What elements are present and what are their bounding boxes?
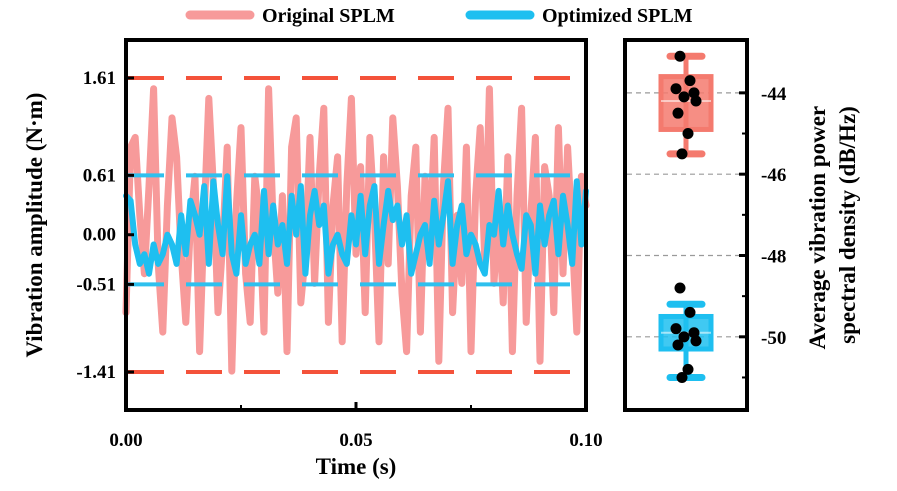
box-plot-boxes (658, 50, 714, 383)
legend-original-label: Original SPLM (262, 5, 395, 27)
time-series-data (122, 85, 590, 375)
y-tick-label: 0.00 (83, 225, 116, 246)
y-tick-label: -1.41 (76, 362, 116, 383)
box-data-point (678, 91, 690, 103)
time-series-panel: 1.61 0.61 0.00 -0.51 -1.41 0.00 0.05 0.10 Time … (22, 38, 603, 479)
x-tick-label: 0.00 (109, 430, 142, 451)
box-plot-ticks: -44 -46 -48 -50 (739, 84, 787, 379)
x-tick-label: 0.10 (569, 430, 602, 451)
x-axis-title: Time (s) (316, 454, 397, 479)
box-data-point (682, 128, 694, 140)
box-data-point (682, 363, 694, 375)
box-data-point (676, 371, 688, 383)
legend: Original SPLM Optimized SPLM (185, 5, 693, 27)
x-tick-label: 0.05 (339, 430, 372, 451)
right-y-tick-label: -48 (761, 246, 786, 267)
box-plot-panel: -44 -46 -48 -50 Average vibration power spe… (623, 38, 860, 412)
box-data-point (678, 331, 690, 343)
box-original-splm (658, 50, 714, 160)
legend-optimized-label: Optimized SPLM (542, 5, 693, 27)
box-data-point (670, 83, 682, 95)
box-data-point (672, 339, 684, 351)
box-data-point (674, 50, 686, 62)
right-y-axis-title-line2: spectral density (dB/Hz) (835, 106, 860, 344)
box-data-point (670, 323, 682, 335)
box-data-point (674, 282, 686, 294)
box-data-point (672, 107, 684, 119)
right-y-tick-label: -50 (761, 328, 786, 349)
box-data-point (690, 335, 702, 347)
optimized-splm-line (123, 173, 589, 277)
box-optimized-splm (658, 282, 714, 383)
right-y-axis-title: Average vibration power spectral density… (805, 101, 860, 350)
reference-lines (128, 75, 584, 375)
box-data-point (684, 306, 696, 318)
box-data-point (684, 75, 696, 87)
box-data-point (676, 148, 688, 160)
y-tick-label: 1.61 (83, 68, 116, 89)
box-data-point (690, 95, 702, 107)
right-y-tick-label: -44 (761, 84, 787, 105)
right-y-tick-label: -46 (761, 165, 786, 186)
y-tick-label: -0.51 (76, 274, 116, 295)
right-y-axis-title-line1: Average vibration power (805, 106, 830, 349)
y-tick-label: 0.61 (83, 165, 116, 186)
box-iqr (658, 74, 714, 132)
y-axis-title: Vibration amplitude (N·m) (22, 93, 47, 358)
time-series-ticks: 1.61 0.61 0.00 -0.51 -1.41 0.00 0.05 0.10 (76, 68, 602, 451)
box-plot-frame (623, 38, 749, 412)
